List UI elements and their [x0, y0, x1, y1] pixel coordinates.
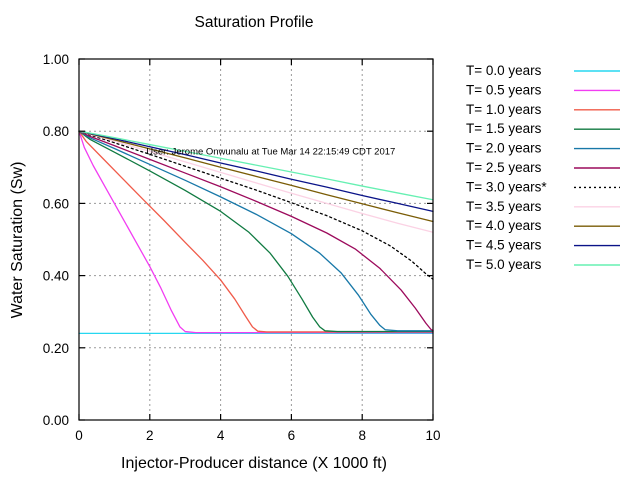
page-title: Saturation Profile	[195, 14, 314, 31]
legend-label-5: T= 2.5 years	[466, 160, 542, 175]
series-line-10	[78, 130, 434, 201]
series-line-9	[78, 130, 434, 212]
y-axis-title: Water Saturation (Sw)	[9, 162, 26, 319]
legend-label-2: T= 1.0 years	[466, 102, 542, 117]
legend-label-1: T= 0.5 years	[466, 82, 542, 97]
x-tick-label: 4	[217, 428, 225, 443]
series-line-3	[78, 130, 434, 333]
y-tick-label: 0.40	[43, 269, 69, 284]
series-line-4	[78, 130, 434, 332]
legend: T= 0.0 years T= 0.5 years T= 1.0 years T= 1…	[466, 63, 620, 272]
plot-annotations: User: Jerome Onwunalu at Tue Mar 14 22:1…	[146, 147, 395, 158]
legend-label-6: T= 3.0 years*	[466, 179, 547, 194]
series-line-6	[78, 130, 434, 280]
legend-label-4: T= 2.0 years	[466, 141, 542, 156]
y-tick-label: 0.20	[43, 341, 69, 356]
legend-label-7: T= 3.5 years	[466, 199, 542, 214]
y-tick-label: 1.00	[43, 52, 69, 67]
y-tick-label: 0.60	[43, 196, 69, 211]
series-line-7	[78, 130, 434, 233]
legend-label-3: T= 1.5 years	[466, 121, 542, 136]
legend-label-9: T= 4.5 years	[466, 238, 542, 253]
x-tick-label: 0	[75, 428, 83, 443]
series-lines	[78, 130, 434, 335]
plot-frame	[78, 58, 434, 421]
y-tick-label: 0.80	[43, 124, 69, 139]
gridlines	[79, 59, 433, 420]
x-tick-label: 6	[288, 428, 296, 443]
series-line-8	[78, 130, 434, 223]
user-stamp-annotation: User: Jerome Onwunalu at Tue Mar 14 22:1…	[146, 147, 395, 158]
series-line-1	[78, 130, 434, 334]
x-tick-label: 8	[358, 428, 366, 443]
x-tick-label: 2	[146, 428, 154, 443]
x-axis-title: Injector-Producer distance (X 1000 ft)	[121, 455, 387, 472]
series-line-2	[78, 130, 434, 333]
axis-ticks	[78, 58, 434, 421]
legend-label-8: T= 4.0 years	[466, 218, 542, 233]
y-tick-label: 0.00	[43, 413, 69, 428]
legend-label-0: T= 0.0 years	[466, 63, 542, 78]
series-line-5	[78, 130, 434, 332]
legend-label-10: T= 5.0 years	[466, 257, 542, 272]
x-tick-label: 10	[425, 428, 440, 443]
axis-tick-labels: 0.00 0.20 0.40 0.60 0.80 1.00 0 2 4 6 8 10	[43, 52, 441, 443]
plot-border	[78, 58, 434, 421]
